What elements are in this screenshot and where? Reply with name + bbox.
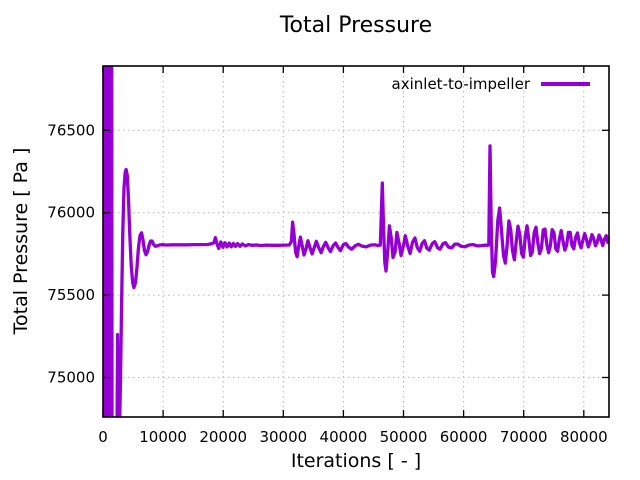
- x-axis-label: Iterations [ - ]: [290, 450, 422, 472]
- svg-text:0: 0: [98, 428, 108, 446]
- svg-text:75500: 75500: [47, 286, 95, 304]
- svg-text:30000: 30000: [259, 428, 307, 446]
- y-axis-label: Total Pressure [ Pa ]: [10, 147, 32, 335]
- svg-text:10000: 10000: [139, 428, 187, 446]
- svg-text:50000: 50000: [380, 428, 428, 446]
- svg-text:40000: 40000: [320, 428, 368, 446]
- svg-text:80000: 80000: [560, 428, 608, 446]
- svg-text:60000: 60000: [440, 428, 488, 446]
- chart-title: Total Pressure: [279, 13, 433, 38]
- svg-text:76500: 76500: [47, 121, 95, 139]
- legend: axinlet-to-impeller: [392, 75, 590, 93]
- svg-text:20000: 20000: [199, 428, 247, 446]
- legend-line-sample: [541, 82, 590, 86]
- svg-text:70000: 70000: [500, 428, 548, 446]
- svg-text:75000: 75000: [47, 369, 95, 387]
- legend-series-label: axinlet-to-impeller: [391, 75, 530, 93]
- svg-text:76000: 76000: [47, 204, 95, 222]
